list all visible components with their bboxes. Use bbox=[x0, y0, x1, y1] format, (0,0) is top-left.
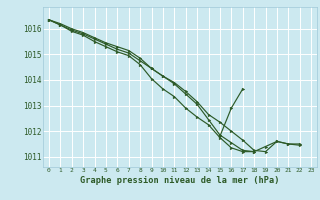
X-axis label: Graphe pression niveau de la mer (hPa): Graphe pression niveau de la mer (hPa) bbox=[80, 176, 280, 185]
